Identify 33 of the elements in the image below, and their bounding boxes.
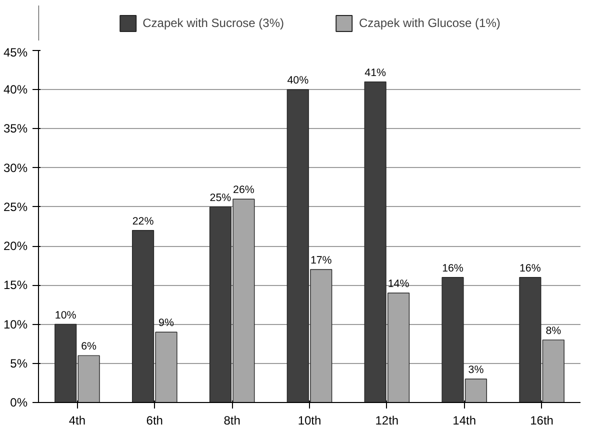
data-label: 9% xyxy=(158,317,174,330)
y-tick-label: 35% xyxy=(3,122,28,136)
data-label: 40% xyxy=(287,74,310,87)
y-tick-label: 40% xyxy=(3,82,28,97)
data-label: 16% xyxy=(442,262,464,274)
x-tick-label: 16th xyxy=(530,414,554,428)
x-tick-label: 14th xyxy=(452,414,476,428)
x-tick-label: 12th xyxy=(375,414,399,428)
x-tick-label: 4th xyxy=(68,414,86,428)
x-tick-label: 6th xyxy=(146,414,163,428)
data-label: 8% xyxy=(546,324,562,337)
data-label: 26% xyxy=(233,184,255,196)
data-label: 22% xyxy=(132,215,154,228)
x-tick-label: 10th xyxy=(298,414,322,428)
y-tick-label: 10% xyxy=(3,317,28,332)
data-label: 25% xyxy=(210,192,232,204)
y-tick-label: 20% xyxy=(3,239,28,254)
y-tick-label: 5% xyxy=(10,356,28,370)
data-label: 6% xyxy=(81,340,98,353)
legend-label: Czapek with Glucose (1%) xyxy=(359,16,500,30)
y-tick-label: 15% xyxy=(3,278,28,292)
y-tick-label: 45% xyxy=(3,46,28,60)
y-tick-label: 30% xyxy=(3,160,28,175)
data-label: 10% xyxy=(54,309,77,322)
x-tick-label: 8th xyxy=(224,414,240,428)
data-label: 41% xyxy=(364,66,387,79)
data-label: 16% xyxy=(520,262,542,274)
y-tick-label: 25% xyxy=(3,200,28,214)
data-label: 17% xyxy=(310,254,332,267)
data-label: 14% xyxy=(388,278,410,290)
legend-label: Czapek with Sucrose (3%) xyxy=(142,16,284,30)
data-label: 3% xyxy=(468,364,484,376)
y-tick-label: 0% xyxy=(10,396,28,410)
